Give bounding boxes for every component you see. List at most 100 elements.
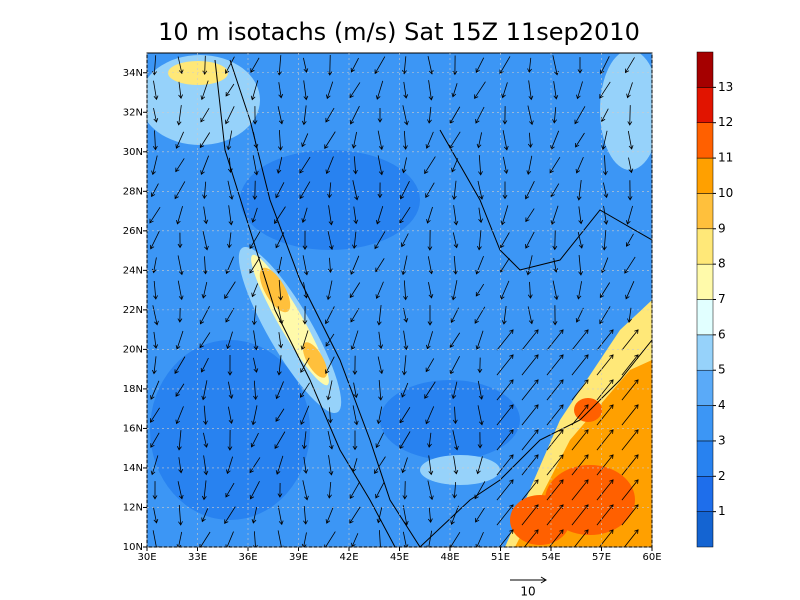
wind-arrow <box>252 155 259 176</box>
wind-arrow <box>153 331 159 349</box>
wind-arrow <box>546 454 564 476</box>
wind-arrow <box>496 429 514 451</box>
wind-arrow <box>528 80 534 101</box>
colorbar-label: 7 <box>718 292 726 306</box>
x-tick-label: 39E <box>289 552 308 563</box>
x-tick-label: 57E <box>592 552 611 563</box>
wind-arrow <box>521 404 539 426</box>
wind-arrow <box>427 56 434 75</box>
colorbar-box <box>696 511 714 548</box>
wind-arrow <box>502 130 509 151</box>
wind-arrow <box>427 507 433 523</box>
x-tick-label: 48E <box>440 552 459 563</box>
wind-arrow <box>475 531 484 547</box>
wind-arrow <box>553 81 559 100</box>
wind-arrow <box>524 181 535 200</box>
wind-arrow <box>571 479 589 501</box>
wind-arrow <box>403 280 408 301</box>
wind-arrow <box>278 332 284 349</box>
wind-arrow <box>326 280 333 301</box>
wind-arrow <box>450 505 459 525</box>
wind-arrow <box>496 454 514 476</box>
x-tick-label: 51E <box>491 552 510 563</box>
wind-arrow <box>377 356 384 375</box>
wind-arrow <box>150 455 159 476</box>
wind-arrow <box>403 330 409 351</box>
wind-arrow <box>527 57 532 73</box>
wind-arrow <box>176 531 183 547</box>
wind-arrow <box>426 206 433 224</box>
colorbar-box <box>696 122 714 159</box>
wind-arrow <box>227 355 233 376</box>
wind-arrow <box>574 106 586 125</box>
wind-arrow <box>403 130 408 150</box>
wind-arrow <box>596 429 614 451</box>
wind-arrow <box>521 329 539 351</box>
wind-arrow <box>300 357 310 373</box>
wind-arrow <box>546 354 564 376</box>
colorbar-label: 8 <box>718 257 726 271</box>
wind-arrow <box>376 406 383 425</box>
wind-arrow <box>452 430 459 451</box>
wind-arrow <box>552 305 558 326</box>
wind-arrow <box>375 80 384 100</box>
wind-arrow <box>401 382 409 398</box>
wind-arrow <box>325 156 334 175</box>
wind-arrow <box>474 306 486 324</box>
wind-arrow <box>500 280 510 300</box>
wind-arrow <box>599 282 611 299</box>
wind-arrow <box>327 182 332 199</box>
wind-arrow <box>302 306 308 325</box>
wind-arrow <box>625 233 634 247</box>
colorbar-box <box>696 193 714 230</box>
wind-arrow <box>151 155 158 176</box>
wind-arrow <box>227 381 234 400</box>
y-tick-label: 12N <box>123 502 143 513</box>
wind-arrow <box>226 456 234 475</box>
wind-arrow <box>496 329 514 351</box>
wind-arrow <box>153 280 158 300</box>
field <box>147 53 652 547</box>
wind-arrow <box>546 479 564 501</box>
colorbar-label: 12 <box>718 115 733 129</box>
wind-arrow <box>502 181 508 200</box>
wind-arrow <box>228 406 234 425</box>
wind-arrow <box>249 480 260 500</box>
wind-arrow <box>252 180 258 200</box>
chart-title: 10 m isotachs (m/s) Sat 15Z 11sep2010 <box>158 18 640 46</box>
wind-arrow <box>152 530 159 547</box>
wind-arrow <box>501 82 508 99</box>
wind-arrow <box>276 355 282 376</box>
wind-arrow <box>301 133 309 148</box>
wind-arrow <box>621 454 639 476</box>
wind-arrow <box>496 354 514 376</box>
wind-arrow <box>496 379 514 401</box>
y-tick-label: 30N <box>123 147 143 158</box>
x-tick-label: 54E <box>541 552 560 563</box>
colorbar-label: 10 <box>718 186 733 200</box>
wind-arrow <box>350 255 360 275</box>
wind-arrow <box>302 431 307 450</box>
wind-arrow <box>200 357 209 373</box>
coastline <box>214 59 396 547</box>
wind-arrow <box>352 430 358 451</box>
wind-arrow <box>399 407 411 424</box>
field-patch <box>510 495 570 545</box>
wind-arrow <box>475 330 484 350</box>
field-patch <box>240 150 420 250</box>
wind-arrow <box>477 357 483 374</box>
wind-arrow <box>200 80 209 101</box>
wind-arrow <box>550 205 559 226</box>
wind-arrow <box>150 380 160 400</box>
wind-arrow <box>301 532 307 547</box>
wind-arrow <box>428 455 434 476</box>
wind-arrow <box>571 454 589 476</box>
colorbar-box <box>696 87 714 123</box>
wind-arrow <box>427 106 432 124</box>
wind-arrow <box>275 232 285 249</box>
y-tick-label: 16N <box>123 423 143 434</box>
wind-arrow <box>352 231 357 250</box>
wind-arrow <box>175 330 184 350</box>
wind-arrow <box>302 230 308 250</box>
wind-arrow <box>475 507 485 523</box>
